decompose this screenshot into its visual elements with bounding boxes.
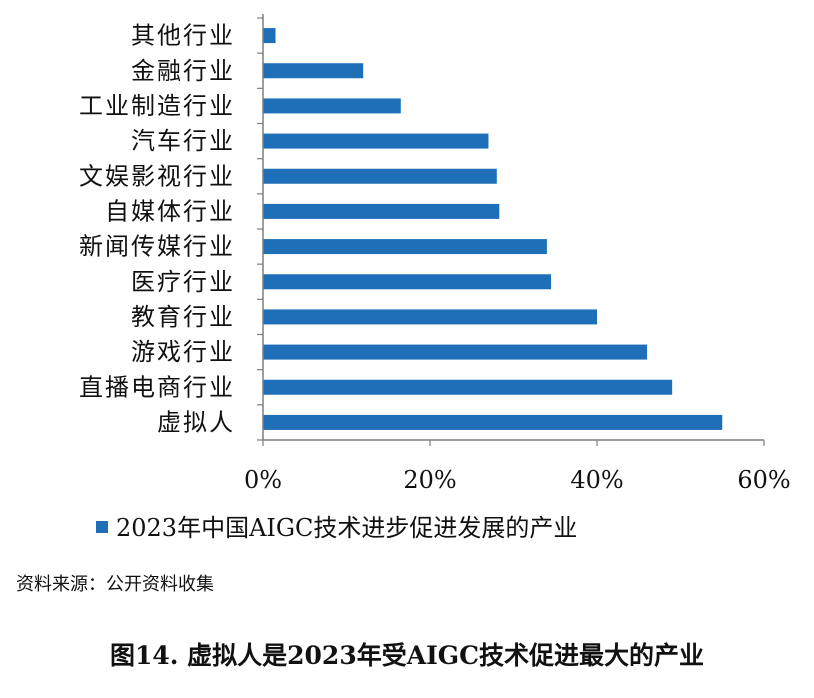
- category-label: 直播电商行业: [79, 373, 235, 401]
- bar: [263, 203, 500, 219]
- category-label: 其他行业: [131, 22, 235, 50]
- category-label: 游戏行业: [131, 338, 235, 366]
- bar: [263, 379, 673, 395]
- figure-caption: 图14. 虚拟人是2023年受AIGC技术促进最大的产业: [109, 641, 705, 670]
- bars: [263, 28, 723, 430]
- x-axis-ticks: 0% 20% 40% 60%: [244, 440, 791, 494]
- bar: [263, 133, 489, 149]
- x-tick-label: 40%: [570, 466, 623, 494]
- category-label: 虚拟人: [157, 408, 235, 436]
- category-label: 自媒体行业: [105, 197, 235, 225]
- bar: [263, 63, 364, 79]
- category-label: 新闻传媒行业: [79, 233, 235, 261]
- source-note: 资料来源：公开资料收集: [16, 574, 214, 595]
- bar: [263, 344, 648, 360]
- category-label: 教育行业: [131, 303, 235, 331]
- category-label: 工业制造行业: [79, 92, 235, 120]
- bar: [263, 98, 401, 114]
- x-tick-label: 0%: [244, 466, 282, 494]
- category-label: 文娱影视行业: [79, 162, 235, 190]
- x-tick-label: 60%: [737, 466, 790, 494]
- legend-swatch: [96, 521, 108, 533]
- legend-label: 2023年中国AIGC技术进步促进发展的产业: [116, 514, 577, 542]
- bar: [263, 274, 552, 290]
- bar: [263, 168, 497, 184]
- bar: [263, 414, 723, 430]
- bar-chart: 其他行业金融行业工业制造行业汽车行业文娱影视行业自媒体行业新闻传媒行业医疗行业教…: [79, 14, 791, 542]
- bar: [263, 28, 276, 44]
- category-label: 医疗行业: [131, 268, 235, 296]
- x-tick-label: 20%: [403, 466, 456, 494]
- category-labels: 其他行业金融行业工业制造行业汽车行业文娱影视行业自媒体行业新闻传媒行业医疗行业教…: [79, 17, 263, 441]
- category-label: 汽车行业: [131, 127, 235, 155]
- legend: 2023年中国AIGC技术进步促进发展的产业: [96, 514, 577, 542]
- bar: [263, 309, 597, 325]
- bar: [263, 239, 547, 255]
- category-label: 金融行业: [131, 57, 235, 85]
